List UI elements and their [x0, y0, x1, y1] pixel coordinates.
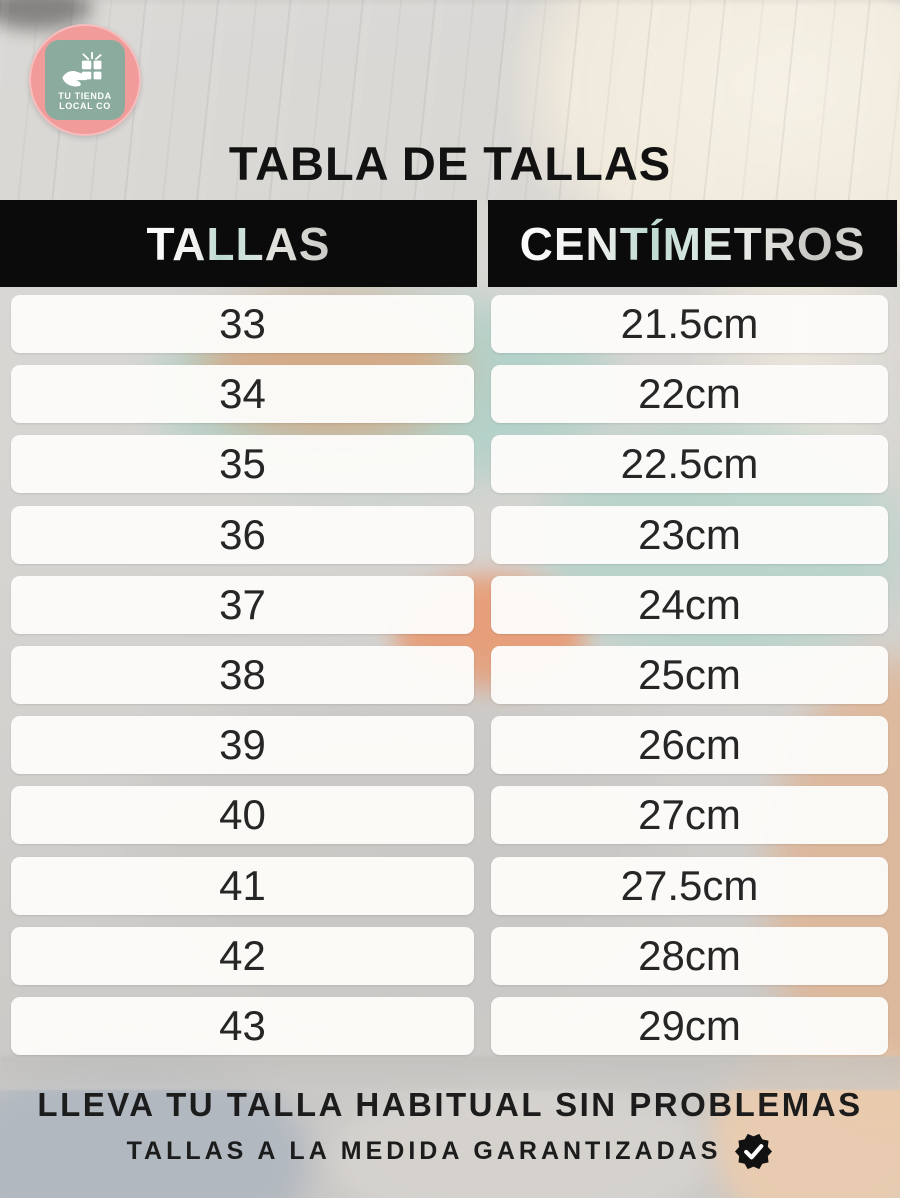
logo-text: TU TIENDA LOCAL CO: [58, 91, 111, 111]
table-row: 35 22.5cm: [0, 435, 900, 494]
table-edge-shadow: [0, 1056, 900, 1090]
table-row: 36 23cm: [0, 505, 900, 564]
table-row: 38 25cm: [0, 645, 900, 704]
size-table: 33 21.5cm 34 22cm 35 22.5cm 36 23cm 37 2…: [0, 295, 900, 1067]
column-header-tallas: TALLAS: [0, 200, 477, 287]
cm-cell: 29cm: [491, 996, 888, 1055]
size-cell: 38: [11, 645, 474, 704]
column-header-tallas-label: TALLAS: [146, 217, 331, 270]
column-header-centimetros-label: CENTÍMETROS: [519, 217, 866, 270]
brand-logo: TU TIENDA LOCAL CO: [29, 24, 141, 136]
cm-cell: 26cm: [491, 716, 888, 775]
size-cell: 33: [11, 295, 474, 353]
table-row: 34 22cm: [0, 365, 900, 424]
footer-claim-line1: LLEVA TU TALLA HABITUAL SIN PROBLEMAS: [37, 1086, 863, 1123]
table-row: 42 28cm: [0, 926, 900, 985]
cm-cell: 22cm: [491, 365, 888, 424]
size-cell: 43: [11, 996, 474, 1055]
cm-cell: 25cm: [491, 645, 888, 704]
footer-claim-line2-text: TALLAS A LA MEDIDA GARANTIZADAS: [126, 1137, 722, 1165]
cm-cell: 27.5cm: [491, 856, 888, 915]
size-cell: 35: [11, 435, 474, 494]
logo-badge: TU TIENDA LOCAL CO: [45, 40, 125, 120]
size-cell: 36: [11, 505, 474, 564]
table-row: 39 26cm: [0, 716, 900, 775]
hand-gift-icon: [62, 51, 102, 87]
table-row: 33 21.5cm: [0, 295, 900, 353]
size-cell: 41: [11, 856, 474, 915]
table-row: 43 29cm: [0, 996, 900, 1055]
verified-check-badge-icon: [735, 1133, 773, 1170]
cm-cell: 28cm: [491, 926, 888, 985]
size-cell: 39: [11, 716, 474, 775]
size-cell: 40: [11, 786, 474, 845]
logo-text-line1: TU TIENDA: [58, 91, 112, 101]
size-cell: 37: [11, 575, 474, 634]
cm-cell: 22.5cm: [491, 435, 888, 494]
size-cell: 42: [11, 926, 474, 985]
table-row: 40 27cm: [0, 786, 900, 845]
cm-cell: 23cm: [491, 505, 888, 564]
logo-text-line2: LOCAL CO: [59, 101, 111, 111]
page-title: TABLA DE TALLAS: [228, 137, 672, 190]
table-row: 41 27.5cm: [0, 856, 900, 915]
wood-plank-texture: [0, 0, 900, 205]
size-cell: 34: [11, 365, 474, 424]
cm-cell: 24cm: [491, 575, 888, 634]
footer-claim-line2: TALLAS A LA MEDIDA GARANTIZADAS: [0, 1132, 900, 1171]
cm-cell: 27cm: [491, 786, 888, 845]
table-row: 37 24cm: [0, 575, 900, 634]
column-header-centimetros: CENTÍMETROS: [488, 200, 897, 287]
cm-cell: 21.5cm: [491, 295, 888, 353]
